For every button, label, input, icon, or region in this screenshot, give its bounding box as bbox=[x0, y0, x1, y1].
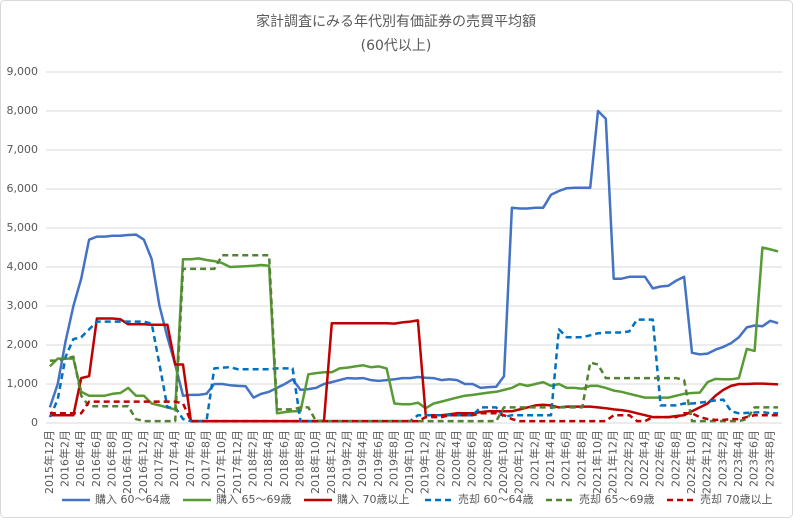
x-tick-label: 2022年6月 bbox=[653, 430, 667, 487]
x-tick-label: 2017年10月 bbox=[214, 430, 228, 494]
y-tick-label: 3,000 bbox=[7, 299, 39, 312]
y-tick-label: 4,000 bbox=[7, 260, 39, 273]
chart-title: 家計調査にみる年代別有価証券の売買平均額 bbox=[256, 13, 536, 30]
legend-label: 売却 60～64歳 bbox=[458, 493, 534, 506]
x-tick-label: 2021年6月 bbox=[559, 430, 573, 487]
x-tick-label: 2020年4月 bbox=[449, 430, 463, 487]
x-tick-label: 2018年10月 bbox=[308, 430, 322, 494]
y-tick-label: 9,000 bbox=[7, 65, 39, 78]
x-tick-label: 2016年4月 bbox=[73, 430, 87, 487]
x-tick-label: 2020年10月 bbox=[496, 430, 510, 494]
x-tick-label: 2021年8月 bbox=[574, 430, 588, 487]
series-line bbox=[49, 400, 779, 423]
x-tick-label: 2018年4月 bbox=[261, 430, 275, 487]
x-tick-label: 2021年10月 bbox=[590, 430, 604, 494]
x-tick-label: 2017年2月 bbox=[152, 430, 166, 487]
x-tick-label: 2022年2月 bbox=[621, 430, 635, 487]
y-tick-label: 5,000 bbox=[7, 221, 39, 234]
x-tick-label: 2019年6月 bbox=[371, 430, 385, 487]
x-tick-label: 2018年2月 bbox=[245, 430, 259, 487]
x-tick-label: 2016年8月 bbox=[105, 430, 119, 487]
x-tick-label: 2022年12月 bbox=[700, 430, 714, 494]
x-tick-label: 2020年12月 bbox=[512, 430, 526, 494]
x-tick-label: 2020年6月 bbox=[465, 430, 479, 487]
x-tick-label: 2017年6月 bbox=[183, 430, 197, 487]
x-tick-label: 2023年6月 bbox=[747, 430, 761, 487]
series-line bbox=[49, 254, 779, 423]
x-tick-label: 2021年4月 bbox=[543, 430, 557, 487]
x-tick-label: 2017年8月 bbox=[199, 430, 213, 487]
y-tick-label: 8,000 bbox=[7, 104, 39, 117]
x-tick-label: 2020年8月 bbox=[480, 430, 494, 487]
x-tick-label: 2016年2月 bbox=[58, 430, 72, 487]
legend-label: 購入 65～69歳 bbox=[216, 492, 292, 506]
x-tick-label: 2018年6月 bbox=[277, 430, 291, 487]
x-tick-label: 2018年8月 bbox=[292, 430, 306, 487]
chart-subtitle: (60代以上) bbox=[361, 38, 432, 54]
x-tick-label: 2023年4月 bbox=[731, 430, 745, 487]
x-tick-label: 2023年8月 bbox=[762, 430, 776, 487]
y-tick-label: 2,000 bbox=[7, 338, 39, 351]
y-tick-label: 1,000 bbox=[7, 377, 39, 390]
legend-label: 売却 65～69歳 bbox=[579, 493, 655, 506]
x-tick-label: 2021年2月 bbox=[527, 430, 541, 487]
x-tick-label: 2019年4月 bbox=[355, 430, 369, 487]
x-tick-label: 2019年2月 bbox=[339, 430, 353, 487]
x-tick-label: 2022年4月 bbox=[637, 430, 651, 487]
x-tick-label: 2022年8月 bbox=[668, 430, 682, 487]
legend-label: 購入 60～64歳 bbox=[95, 492, 171, 506]
x-tick-label: 2016年10月 bbox=[120, 430, 134, 494]
x-tick-label: 2020年2月 bbox=[433, 430, 447, 487]
y-tick-label: 6,000 bbox=[7, 182, 39, 195]
x-tick-label: 2017年12月 bbox=[230, 430, 244, 494]
x-tick-label: 2019年12月 bbox=[418, 430, 432, 494]
x-tick-label: 2018年12月 bbox=[324, 430, 338, 494]
y-tick-label: 7,000 bbox=[7, 143, 39, 156]
x-tick-label: 2022年10月 bbox=[684, 430, 698, 494]
series-line bbox=[49, 246, 779, 415]
x-tick-label: 2019年8月 bbox=[386, 430, 400, 487]
x-tick-label: 2021年12月 bbox=[606, 430, 620, 494]
x-tick-label: 2015年12月 bbox=[42, 430, 56, 494]
x-tick-label: 2016年6月 bbox=[89, 430, 103, 487]
x-tick-label: 2019年10月 bbox=[402, 430, 416, 494]
y-tick-label: 0 bbox=[31, 416, 38, 429]
x-tick-label: 2023年2月 bbox=[715, 430, 729, 487]
x-tick-label: 2016年12月 bbox=[136, 430, 150, 494]
legend-label: 購入 70歳以上 bbox=[337, 492, 410, 506]
x-tick-label: 2017年4月 bbox=[167, 430, 181, 487]
legend-label: 売却 70歳以上 bbox=[700, 493, 773, 506]
